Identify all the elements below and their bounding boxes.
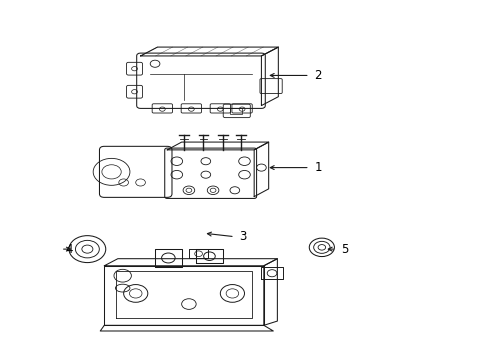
Text: 2: 2 (314, 69, 322, 82)
Bar (229, 108, 242, 114)
Text: 5: 5 (341, 243, 348, 256)
Text: 3: 3 (239, 230, 246, 243)
Text: 4: 4 (65, 243, 73, 256)
Text: 1: 1 (314, 161, 322, 174)
